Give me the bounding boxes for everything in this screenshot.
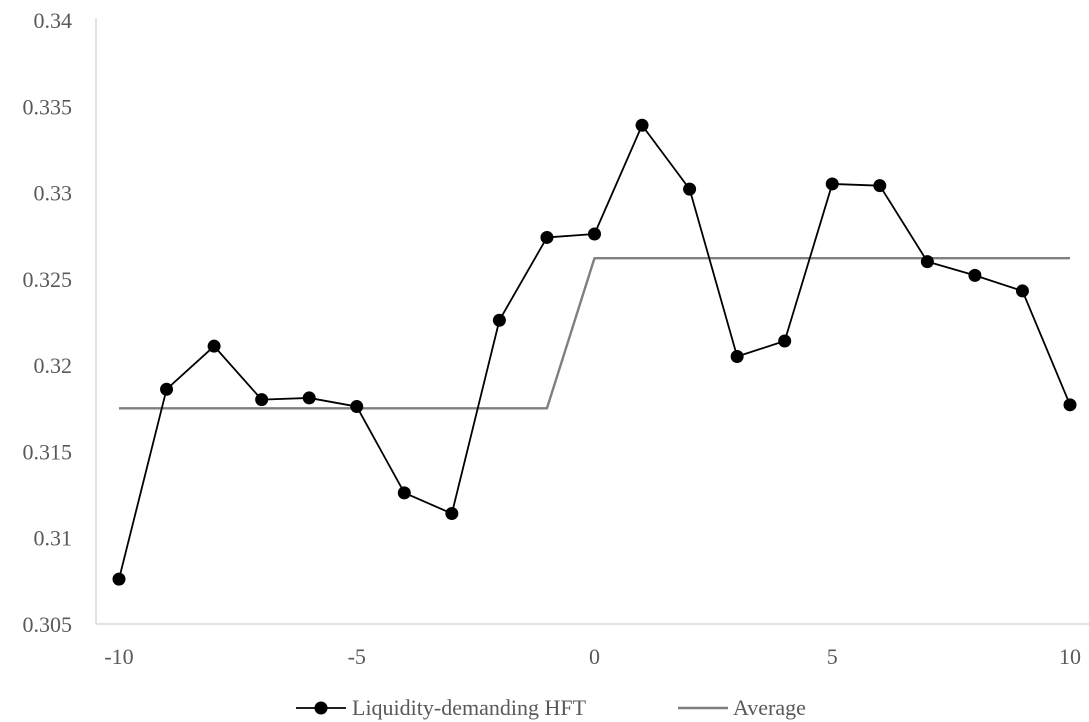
data-point	[920, 255, 934, 269]
x-axis: -10 -5 0 5 10	[96, 623, 1089, 669]
y-tick-label: 0.31	[34, 526, 73, 551]
data-point	[255, 393, 269, 407]
data-point	[635, 118, 649, 132]
data-point	[397, 486, 411, 500]
y-tick-label: 0.315	[23, 439, 73, 464]
data-point	[730, 350, 744, 364]
data-point	[825, 177, 839, 191]
y-tick-label: 0.335	[23, 94, 73, 119]
legend-label-liquidity-demanding-hft: Liquidity-demanding HFT	[352, 695, 587, 720]
data-point	[540, 230, 554, 244]
data-point	[968, 268, 982, 282]
y-axis: 0.305 0.31 0.315 0.32 0.325 0.33 0.335 0.34	[23, 8, 97, 637]
data-point	[207, 339, 221, 353]
series-line-liquidity-demanding-hft	[118, 124, 1071, 580]
data-point	[350, 400, 364, 414]
data-point	[160, 382, 174, 396]
y-tick-label: 0.34	[34, 8, 73, 33]
y-tick-label: 0.305	[23, 612, 73, 637]
data-point	[445, 507, 459, 521]
y-tick-label: 0.325	[23, 267, 73, 292]
data-point	[683, 182, 697, 196]
x-tick-label: 0	[589, 644, 600, 669]
x-tick-label: 10	[1059, 644, 1081, 669]
data-point	[778, 334, 792, 348]
legend-marker-dot	[314, 701, 328, 715]
x-tick-label: -5	[348, 644, 366, 669]
data-point	[588, 227, 601, 241]
x-tick-label: 5	[827, 644, 838, 669]
series-line-average	[119, 256, 1070, 410]
series-layer	[112, 118, 1077, 586]
data-point	[112, 572, 126, 586]
data-point	[492, 313, 506, 327]
data-point	[302, 391, 316, 405]
y-tick-label: 0.33	[34, 181, 73, 206]
data-point	[1063, 398, 1077, 412]
y-tick-label: 0.32	[34, 353, 73, 378]
data-point	[1015, 284, 1029, 298]
x-tick-label: -10	[104, 644, 133, 669]
data-point	[873, 179, 887, 193]
legend: Liquidity-demanding HFT Average	[296, 695, 806, 720]
legend-label-average: Average	[733, 695, 806, 720]
